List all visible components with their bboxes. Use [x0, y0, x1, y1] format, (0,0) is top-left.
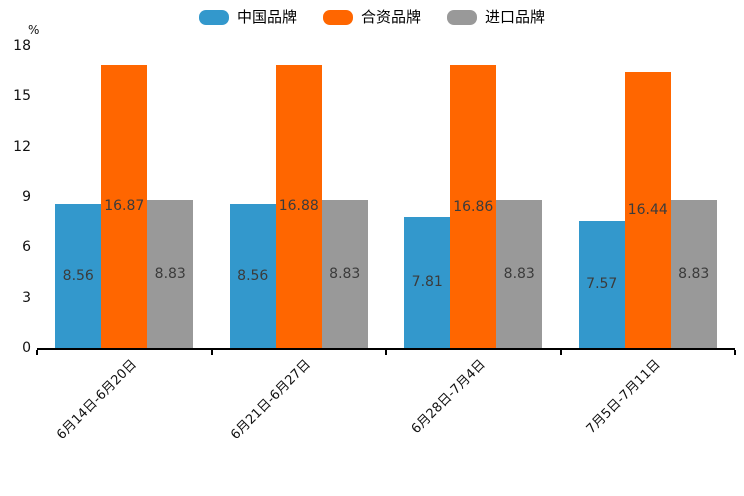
y-axis-unit-label: %: [28, 23, 40, 37]
bar-进口品牌-6月14日-6月20日: [147, 199, 194, 348]
y-axis-tick-label-18: 18: [13, 38, 31, 54]
bar-value-label-中国品牌-6月21日-6月27日: 8.56: [237, 268, 269, 285]
y-axis-tick-label-6: 6: [22, 239, 31, 256]
x-axis-tick: [734, 350, 736, 355]
bar-value-label-中国品牌-6月14日-6月20日: 8.56: [62, 268, 94, 285]
bar-合资品牌-6月28日-7月4日: [450, 65, 497, 348]
bar-合资品牌-7月5日-7月11日: [624, 72, 671, 348]
bar-进口品牌-6月28日-7月4日: [496, 199, 543, 348]
bar-value-label-进口品牌-6月21日-6月27日: 8.83: [329, 265, 361, 282]
legend-swatch-import-brand: [447, 9, 477, 25]
bar-value-label-进口品牌-6月14日-6月20日: 8.83: [154, 265, 186, 282]
legend-label-china-brand: 中国品牌: [236, 8, 297, 26]
x-axis-category-label-6月21日-6月27日: 6月21日-6月27日: [228, 357, 315, 443]
bar-合资品牌-6月14日-6月20日: [101, 64, 148, 348]
legend-item-import-brand[interactable]: 进口品牌: [447, 8, 545, 26]
bar-中国品牌-7月5日-7月11日: [578, 220, 625, 348]
legend-swatch-joint-venture-brand: [322, 9, 353, 25]
bar-中国品牌-6月28日-7月4日: [404, 216, 451, 348]
y-axis-tick-label-12: 12: [13, 138, 31, 155]
legend: 中国品牌 合资品牌 进口品牌: [0, 8, 744, 26]
bar-value-label-进口品牌-6月28日-7月4日: 8.83: [503, 265, 535, 282]
y-axis-tick-label-0: 0: [22, 340, 31, 356]
bar-中国品牌-6月14日-6月20日: [55, 204, 102, 348]
legend-item-china-brand[interactable]: 中国品牌: [198, 8, 297, 26]
y-axis-tick-label-15: 15: [13, 88, 31, 105]
x-axis-category-label-6月14日-6月20日: 6月14日-6月20日: [54, 357, 140, 443]
x-axis-category-label-6月28日-7月4日: 6月28日-7月4日: [408, 357, 489, 437]
bar-value-label-中国品牌-6月28日-7月4日: 7.81: [411, 274, 443, 291]
x-axis-line: [37, 348, 735, 350]
legend-swatch-china-brand: [198, 9, 229, 25]
bar-value-label-中国品牌-7月5日-7月11日: 7.57: [586, 276, 618, 293]
x-axis-category-label-7月5日-7月11日: 7月5日-7月11日: [583, 357, 664, 437]
bar-合资品牌-6月21日-6月27日: [275, 64, 322, 348]
legend-item-joint-venture-brand[interactable]: 合资品牌: [322, 8, 421, 26]
bar-value-label-合资品牌-7月5日-7月11日: 16.44: [627, 202, 668, 219]
bar-value-label-进口品牌-7月5日-7月11日: 8.83: [678, 265, 710, 282]
y-axis-tick-label-9: 9: [22, 189, 31, 205]
legend-label-joint-venture-brand: 合资品牌: [360, 8, 421, 26]
x-axis-tick: [385, 350, 387, 355]
bar-value-label-合资品牌-6月28日-7月4日: 16.86: [453, 198, 494, 215]
legend-label-import-brand: 进口品牌: [485, 8, 546, 26]
bar-进口品牌-7月5日-7月11日: [670, 199, 717, 348]
bar-中国品牌-6月21日-6月27日: [229, 204, 276, 348]
x-axis-tick: [36, 350, 38, 355]
bar-value-label-合资品牌-6月21日-6月27日: 16.88: [278, 198, 319, 215]
bar-value-label-合资品牌-6月14日-6月20日: 16.87: [104, 198, 145, 215]
x-axis-tick: [210, 350, 213, 355]
bar-进口品牌-6月21日-6月27日: [321, 199, 368, 348]
x-axis-tick: [559, 350, 562, 355]
y-axis-tick-label-3: 3: [22, 289, 31, 306]
